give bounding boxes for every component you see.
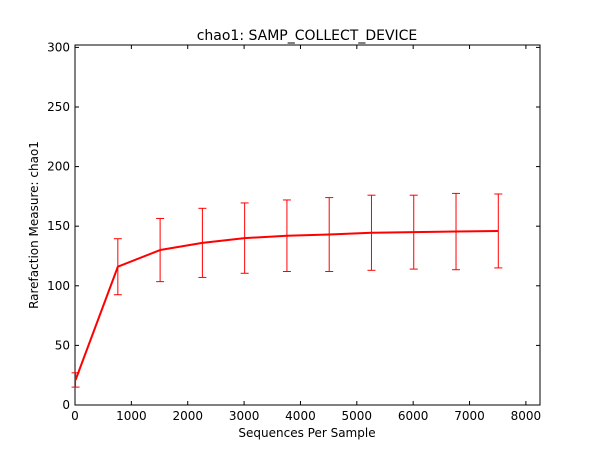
y-tick-label-1: 50 (55, 338, 70, 352)
x-tick-label-1: 1000 (116, 409, 147, 423)
x-axis-label: Sequences Per Sample (238, 426, 375, 440)
y-tick-label-5: 250 (47, 100, 70, 114)
x-tick-label-7: 7000 (454, 409, 485, 423)
x-tick-label-8: 8000 (511, 409, 542, 423)
plot-frame (74, 44, 541, 406)
y-tick-label-2: 100 (47, 279, 70, 293)
x-tick-label-6: 6000 (398, 409, 429, 423)
y-tick-label-4: 200 (47, 160, 70, 174)
chart-title: chao1: SAMP_COLLECT_DEVICE (197, 28, 418, 44)
y-axis-label: Rarefaction Measure: chao1 (27, 141, 41, 309)
x-tick-label-3: 3000 (229, 409, 260, 423)
x-tick-label-5: 5000 (342, 409, 373, 423)
y-tick-label-6: 300 (47, 40, 70, 54)
plot-area: 0 1000 2000 3000 4000 5000 6000 7000 8000 0 50 100 1… (47, 40, 541, 423)
x-tick-label-0: 0 (71, 409, 79, 423)
x-tick-label-2: 2000 (172, 409, 203, 423)
series-line-0 (74, 229, 499, 381)
y-tick-label-3: 150 (47, 219, 70, 233)
y-tick-label-0: 0 (62, 398, 70, 412)
x-tick-label-4: 4000 (285, 409, 316, 423)
